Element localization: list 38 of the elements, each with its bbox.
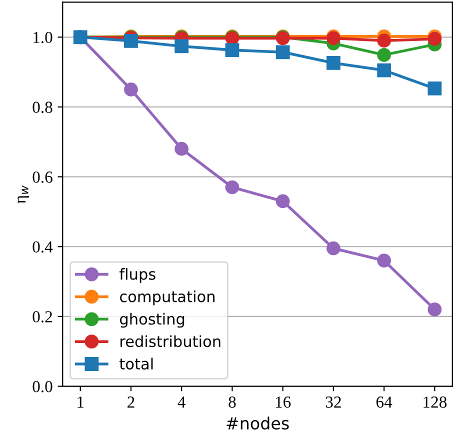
point [377, 48, 392, 62]
point [428, 302, 442, 316]
y-tick-label: 1.0 [34, 32, 52, 44]
legend-label: computation [120, 290, 214, 306]
x-tick-label: 32 [326, 396, 341, 408]
point [174, 39, 189, 54]
point [377, 63, 392, 78]
point [428, 32, 442, 46]
point [377, 34, 392, 48]
x-axis-title: #nodes [226, 416, 289, 430]
point [276, 194, 290, 208]
y-tick-label: 0.0 [32, 380, 52, 392]
point [225, 43, 240, 57]
x-tick-label: 1 [78, 396, 84, 408]
legend-label: redistribution [120, 335, 220, 348]
point [225, 180, 240, 194]
y-tick-label: 0.8 [32, 102, 52, 113]
y-tick-label: 0.2 [32, 311, 52, 322]
x-tick-label: 128 [424, 396, 447, 408]
legend-label: flups [120, 268, 156, 283]
x-tick-label: 64 [376, 396, 392, 408]
y-axis-title: η$_{w}$ [18, 185, 30, 204]
x-tick-label: 8 [228, 396, 236, 408]
x-tick-label: 16 [276, 396, 291, 408]
legend-label: ghosting [120, 312, 184, 328]
point [124, 34, 138, 48]
legend-label: total [120, 358, 153, 370]
point [377, 254, 392, 268]
point [428, 82, 442, 96]
point [276, 45, 290, 60]
y-tick-label: 0.6 [32, 171, 52, 183]
point [174, 142, 189, 156]
x-tick-label: 2 [128, 396, 134, 408]
x-tick-label: 4 [178, 396, 186, 408]
y-tick-label: 0.4 [32, 241, 53, 253]
point [124, 82, 138, 96]
point [326, 56, 340, 70]
point [326, 241, 340, 256]
